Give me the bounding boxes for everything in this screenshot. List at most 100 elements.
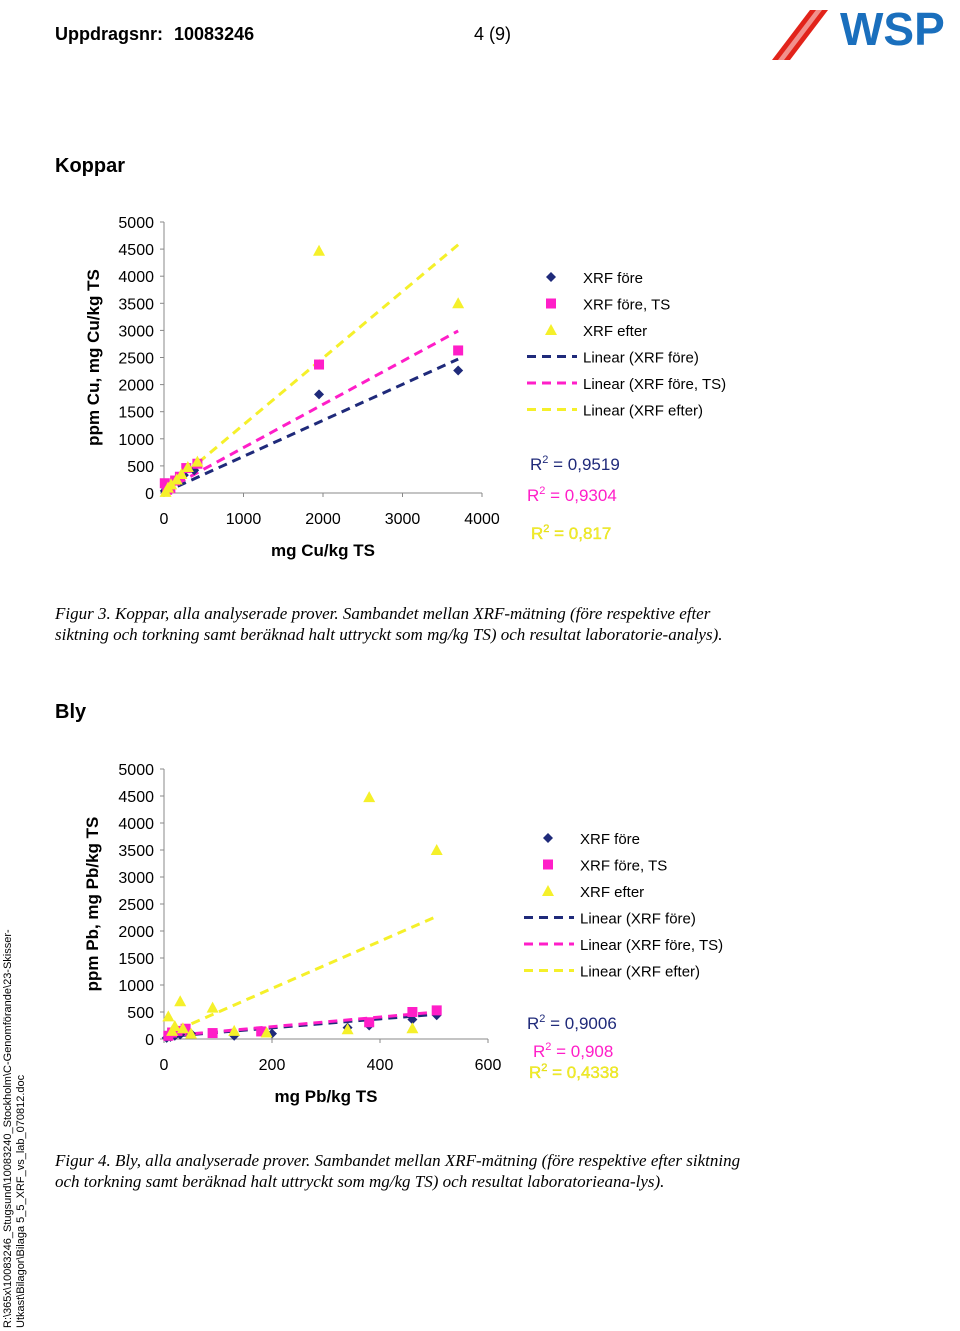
- legend-label: XRF före, TS: [583, 297, 670, 314]
- data-point-triangle: [363, 791, 376, 803]
- figure-3-text: Koppar, alla analyserade prover. Samband…: [55, 604, 723, 644]
- y-tick-label: 4500: [118, 789, 154, 806]
- x-tick-label: 600: [475, 1057, 502, 1074]
- y-tick-label: 4000: [118, 269, 154, 286]
- data-point-triangle: [176, 1022, 189, 1034]
- order-number: 10083246: [174, 24, 255, 44]
- y-tick-label: 500: [127, 1005, 154, 1022]
- x-tick-label: 200: [259, 1057, 286, 1074]
- legend-label: XRF efter: [580, 884, 644, 901]
- section-title-lead: Bly: [55, 701, 87, 723]
- data-point-triangle: [168, 1020, 181, 1032]
- data-point-triangle: [174, 995, 187, 1007]
- lead-chart: 0500100015002000250030003500400045005000…: [83, 762, 723, 1106]
- data-point-triangle: [191, 455, 204, 467]
- data-point-triangle: [175, 468, 188, 480]
- data-point-square: [431, 1005, 442, 1016]
- y-tick-label: 2000: [118, 924, 154, 941]
- y-tick-label: 5000: [118, 762, 154, 779]
- figure-3-caption: Figur 3. Koppar, alla analyserade prover…: [55, 603, 765, 645]
- order-number-line: Uppdragsnr: 10083246: [55, 24, 254, 45]
- r-squared-label: R2 = 0,9006: [527, 1013, 617, 1033]
- y-tick-label: 4000: [118, 816, 154, 833]
- data-point-diamond: [453, 365, 464, 376]
- x-tick-label: 400: [367, 1057, 394, 1074]
- data-point-triangle: [181, 460, 194, 472]
- trendline: [163, 243, 460, 493]
- y-axis-title: ppm Pb, mg Pb/kg TS: [83, 817, 102, 992]
- data-point-triangle: [228, 1024, 241, 1036]
- x-tick-label: 2000: [305, 511, 341, 528]
- y-tick-label: 0: [145, 1032, 154, 1049]
- legend-label: XRF efter: [583, 323, 647, 340]
- data-point-square: [364, 1017, 375, 1028]
- legend-marker-triangle: [542, 885, 554, 896]
- x-tick-label: 1000: [226, 511, 262, 528]
- r-squared-label: R2 = 0,4338: [529, 1062, 619, 1082]
- y-tick-label: 4500: [118, 242, 154, 259]
- figure-3-label: Figur 3.: [55, 604, 111, 623]
- y-tick-label: 3000: [118, 870, 154, 887]
- r-squared-label: R2 = 0,9519: [530, 454, 620, 474]
- copper-chart: 0 500 1000 1500 2000 2500 3000 3500 4000 4500 5000…: [84, 215, 726, 560]
- data-point-triangle: [185, 1027, 197, 1039]
- figure-4-label: Figur 4.: [55, 1151, 111, 1170]
- data-point-square: [159, 478, 170, 489]
- x-tick-label: 0: [160, 511, 169, 528]
- data-point-triangle: [430, 844, 443, 855]
- legend-label: XRF före: [583, 270, 643, 287]
- legend-label: XRF före: [580, 831, 640, 848]
- legend-label: Linear (XRF före): [580, 911, 696, 928]
- wsp-logo: WSP: [770, 0, 960, 62]
- x-axis-title: mg Cu/kg TS: [271, 541, 375, 560]
- y-tick-label: 2000: [118, 378, 154, 395]
- page-number: 4 (9): [474, 24, 512, 44]
- legend-marker-square: [546, 298, 556, 309]
- y-tick-label: 1000: [118, 432, 154, 449]
- trendline: [163, 915, 438, 1038]
- r-squared-label: R2 = 0,817: [531, 523, 611, 543]
- legend-label: Linear (XRF före, TS): [580, 937, 723, 954]
- legend-marker-triangle: [545, 324, 557, 335]
- order-label: Uppdragsnr:: [55, 24, 163, 44]
- wsp-logo-mark: [772, 10, 828, 60]
- r-squared-label: R2 = 0,9304: [527, 485, 617, 505]
- section-title-copper: Koppar: [55, 155, 125, 177]
- legend-marker-square: [543, 859, 553, 870]
- x-tick-label: 4000: [464, 511, 500, 528]
- legend-label: Linear (XRF före): [583, 350, 699, 367]
- data-point-diamond: [314, 389, 325, 400]
- y-axis-title: ppm Cu, mg Cu/kg TS: [84, 269, 103, 446]
- trendline: [163, 1010, 437, 1038]
- trendline: [163, 329, 459, 493]
- data-point-triangle: [260, 1026, 273, 1038]
- x-tick-label: 3000: [385, 511, 421, 528]
- figure-4-text: Bly, alla analyserade prover. Sambandet …: [55, 1151, 741, 1191]
- legend-label: Linear (XRF efter): [580, 964, 700, 981]
- data-point-square: [453, 345, 464, 356]
- trendline: [163, 357, 459, 494]
- data-point-square: [407, 1007, 418, 1017]
- x-tick-label: 0: [160, 1057, 169, 1074]
- legend-label: XRF före, TS: [580, 858, 667, 875]
- y-tick-label: 500: [127, 459, 154, 476]
- data-point-diamond: [407, 1014, 418, 1025]
- data-point-triangle: [162, 1010, 175, 1022]
- logo-text: WSP: [840, 3, 945, 55]
- data-point-triangle: [313, 244, 326, 256]
- y-tick-label: 1000: [118, 978, 154, 995]
- y-tick-label: 0: [145, 486, 154, 503]
- legend-marker-diamond: [546, 272, 556, 282]
- y-tick-label: 3500: [118, 296, 154, 313]
- y-tick-label: 5000: [118, 215, 154, 232]
- legend-label: Linear (XRF efter): [583, 403, 703, 420]
- legend-marker-diamond: [543, 833, 553, 843]
- y-tick-label: 3500: [118, 843, 154, 860]
- figure-4-caption: Figur 4. Bly, alla analyserade prover. S…: [55, 1150, 765, 1192]
- y-tick-label: 2500: [118, 897, 154, 914]
- data-point-square: [314, 359, 325, 370]
- data-point-square: [207, 1028, 218, 1039]
- data-point-triangle: [406, 1022, 419, 1034]
- data-point-triangle: [452, 297, 465, 309]
- data-point-triangle: [341, 1023, 354, 1035]
